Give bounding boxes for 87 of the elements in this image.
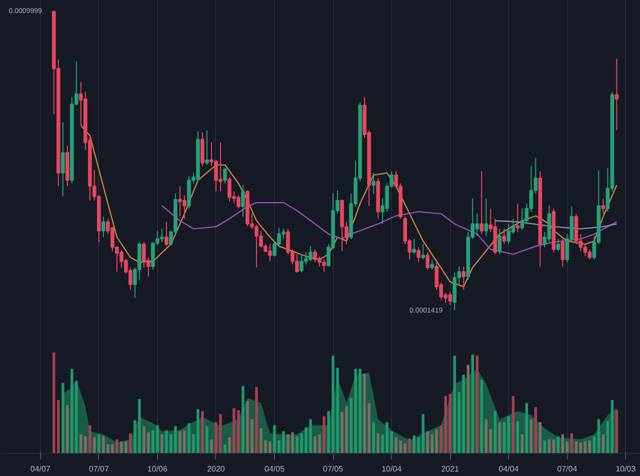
bar [57, 400, 60, 454]
candlestick [372, 172, 376, 194]
x-tick-label: 04/05 [264, 464, 286, 474]
candlestick [480, 170, 484, 235]
candlestick [205, 130, 209, 166]
bar [615, 410, 618, 454]
bar [210, 439, 213, 454]
bar [201, 411, 204, 454]
bar [512, 396, 514, 454]
candlestick [241, 184, 245, 218]
bar [471, 354, 474, 454]
candlestick [164, 221, 168, 247]
bar [116, 439, 118, 454]
bar [242, 386, 244, 454]
candlestick [516, 203, 520, 232]
bar [480, 380, 483, 454]
bar [462, 374, 465, 454]
bar [206, 426, 208, 454]
x-tick-label: 10/06 [147, 464, 168, 474]
bar [75, 380, 78, 454]
bar [52, 352, 56, 454]
candlestick [200, 132, 204, 166]
x-tick-label: 07/05 [323, 464, 344, 474]
candlestick [601, 198, 606, 214]
bar [322, 416, 326, 454]
bar [530, 419, 533, 454]
bar [408, 438, 411, 454]
bar [444, 396, 447, 454]
candlestick [430, 259, 434, 270]
candlestick [498, 228, 502, 255]
candlestick [506, 223, 511, 245]
bar [93, 437, 96, 454]
candlestick [412, 238, 416, 255]
bar [507, 416, 510, 454]
bar [98, 434, 100, 454]
x-tick-label: 04/07 [30, 464, 51, 474]
candlestick [416, 246, 420, 263]
candlestick [556, 238, 560, 252]
bar [502, 422, 506, 454]
bar [376, 433, 380, 454]
bar [228, 437, 231, 454]
bar [489, 429, 492, 454]
bar [516, 421, 519, 454]
bar [498, 422, 501, 454]
bar [534, 407, 538, 454]
bar [88, 425, 92, 454]
x-tick-label: 07/04 [557, 464, 578, 474]
bar [458, 392, 460, 454]
bar [448, 394, 452, 454]
x-tick-label: 07/07 [88, 464, 110, 474]
bar [597, 419, 600, 454]
candlestick [484, 198, 488, 237]
bar [606, 421, 610, 454]
x-tick-label: 10/03 [616, 464, 636, 474]
x-tick-label: 2020 [207, 464, 226, 474]
candlestick [614, 58, 619, 131]
x-tick-label: 10/04 [382, 464, 402, 474]
bar [66, 405, 69, 454]
bar [440, 425, 442, 454]
candlestick [421, 244, 425, 260]
x-tick-label: 04/04 [498, 464, 520, 474]
candlestick [588, 248, 592, 260]
bar [525, 403, 528, 454]
bar [255, 386, 258, 454]
candlestick [583, 244, 588, 257]
bar [224, 444, 226, 454]
bar [610, 400, 614, 454]
candlestick [462, 266, 466, 290]
bar [476, 356, 478, 454]
bar [538, 422, 542, 454]
bar [453, 356, 456, 454]
candlestick [102, 216, 106, 238]
candlestick [520, 208, 524, 230]
candlestick [60, 122, 65, 197]
bar [62, 382, 64, 454]
x-tick-label: 2021 [441, 464, 460, 474]
candlestick [223, 168, 227, 184]
bar [494, 411, 496, 454]
bar [70, 368, 74, 454]
candlestick [560, 238, 565, 267]
bar [484, 419, 488, 454]
candlestick [502, 228, 506, 245]
bar [372, 422, 375, 454]
bar [466, 364, 470, 454]
candlestick [426, 252, 430, 270]
bar [129, 433, 132, 454]
bar [160, 434, 164, 454]
